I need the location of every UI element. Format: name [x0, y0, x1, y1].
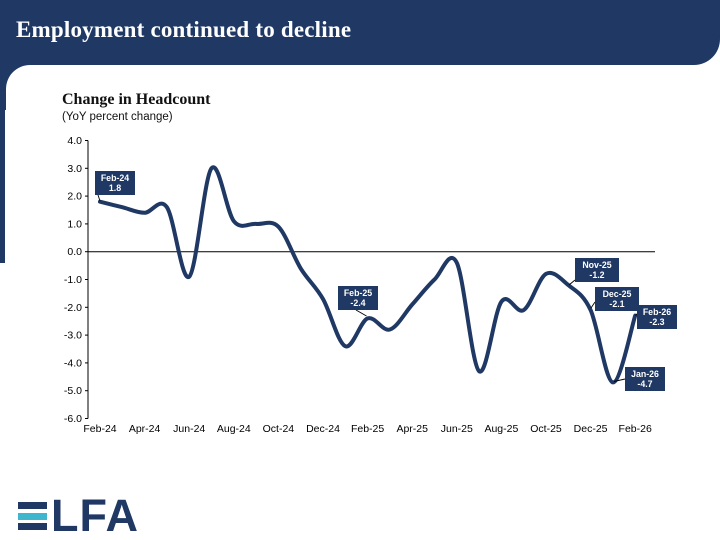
annotation-label: Feb-24: [101, 173, 129, 183]
y-tick-label: -1.0: [64, 274, 82, 286]
annotation-value: -2.4: [350, 298, 365, 308]
chart-title: Change in Headcount: [62, 91, 211, 108]
logo-e-icon: [18, 502, 47, 530]
x-tick-label: Dec-25: [574, 423, 608, 435]
x-tick-label: Aug-24: [217, 423, 251, 435]
y-tick-label: 2.0: [67, 191, 82, 203]
annotation-box: [625, 367, 665, 391]
chart-subtitle: (YoY percent change): [62, 111, 173, 123]
annotation-leader-line: [355, 309, 367, 317]
y-tick-label: -5.0: [64, 385, 82, 397]
y-tick-label: 4.0: [67, 135, 82, 147]
annotation-box: [637, 305, 677, 329]
x-tick-label: Apr-24: [129, 423, 161, 435]
x-tick-label: Aug-25: [484, 423, 518, 435]
annotation-box: [595, 287, 639, 311]
annotation-label: Jan-26: [631, 369, 659, 379]
x-tick-label: Jun-24: [173, 423, 205, 435]
x-tick-label: Oct-24: [263, 423, 295, 435]
annotation-label: Feb-26: [643, 307, 671, 317]
logo-bar-bottom: [18, 523, 47, 530]
annotation-value: -2.1: [609, 299, 624, 309]
y-tick-label: 3.0: [67, 163, 82, 175]
annotation-value: -1.2: [589, 270, 604, 280]
y-tick-label: -3.0: [64, 330, 82, 342]
annotation-value: 1.8: [109, 183, 121, 193]
x-tick-label: Apr-25: [396, 423, 428, 435]
chart-line: [98, 165, 638, 385]
annotation-label: Dec-25: [603, 289, 632, 299]
y-tick-label: -4.0: [64, 357, 82, 369]
annotation-leader-line: [97, 194, 101, 202]
annotation-box: [338, 286, 378, 310]
x-tick-label: Feb-24: [83, 423, 116, 435]
annotation-value: -2.3: [649, 317, 664, 327]
x-tick-label: Oct-25: [530, 423, 562, 435]
x-tick-label: Jun-25: [441, 423, 473, 435]
y-tick-label: -6.0: [64, 413, 82, 425]
header-bar: Employment continued to decline: [0, 0, 720, 65]
annotation-box: [95, 171, 135, 195]
content-card: Change in Headcount (YoY percent change)…: [6, 65, 720, 540]
logo-bar-top: [18, 502, 47, 509]
y-tick-label: 1.0: [67, 218, 82, 230]
annotation-leader-line: [613, 378, 626, 382]
annotation-label: Feb-25: [344, 288, 372, 298]
x-tick-label: Feb-26: [619, 423, 652, 435]
y-tick-label: -2.0: [64, 302, 82, 314]
logo-bar-middle: [18, 512, 47, 520]
logo-text: LFA: [51, 490, 139, 540]
annotation-leader-line: [590, 301, 596, 309]
headcount-line-chart: 4.03.02.01.00.0-1.0-2.0-3.0-4.0-5.0-6.0F…: [64, 135, 677, 435]
slide-title: Employment continued to decline: [16, 17, 352, 42]
annotation-box: [575, 258, 619, 282]
elfa-logo: LFA: [18, 490, 139, 540]
y-tick-label: 0.0: [67, 246, 82, 258]
left-edge-accent: [0, 0, 5, 263]
annotation-value: -4.7: [637, 379, 652, 389]
x-tick-label: Dec-24: [306, 423, 340, 435]
annotation-leader-line: [568, 279, 576, 286]
x-tick-label: Feb-25: [351, 423, 384, 435]
annotation-label: Nov-25: [582, 260, 611, 270]
